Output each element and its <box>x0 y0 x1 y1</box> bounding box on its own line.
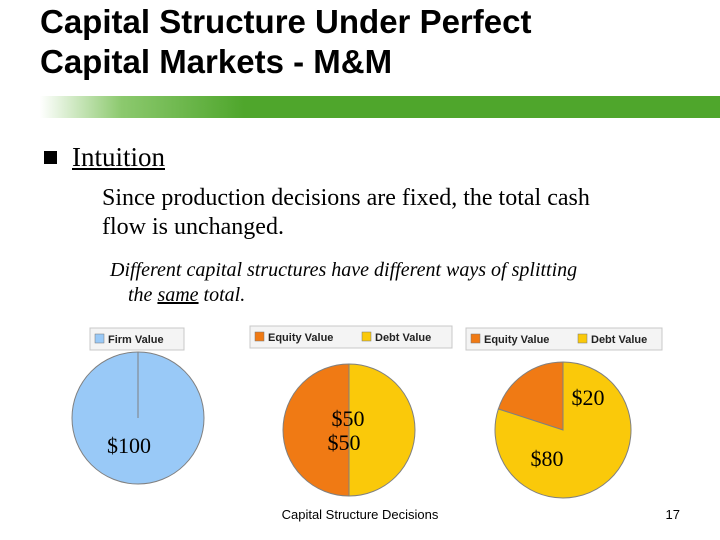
pie-slice-debt-value <box>348 363 416 497</box>
sub2-line-2-after: total. <box>198 284 246 306</box>
pie-chart-1: Firm Value $100 <box>71 327 205 485</box>
pie-slice-equity-value <box>497 361 564 431</box>
pie-data-label: $50 <box>328 430 361 455</box>
title-line-2: Capital Markets - M&M <box>40 43 393 80</box>
sub2-line-1: Different capital structures have differ… <box>110 259 578 281</box>
pie-chart-2: Equity Value Debt Value $50$50 <box>249 325 453 497</box>
sub2-same-word: same <box>157 284 199 306</box>
pie-data-label: $80 <box>531 446 564 471</box>
pie-data-label: $50 <box>332 406 365 431</box>
legend-box <box>89 327 185 351</box>
pie-chart-3: Equity Value Debt Value $20 $80 <box>465 327 663 499</box>
footer-text: Capital Structure Decisions <box>281 507 439 522</box>
legend-box <box>465 327 663 351</box>
pie-slice-debt-value <box>494 361 632 499</box>
legend-label-debt-value: Debt Value <box>591 334 647 346</box>
title-underline-bar <box>40 96 720 118</box>
slide-title: Capital Structure Under Perfect Capital … <box>40 2 710 82</box>
sub-point-splitting: Different capital structures have differ… <box>110 258 710 308</box>
sub-point-cash-flow: Since production decisions are fixed, th… <box>102 184 702 242</box>
pie-slice-equity-value <box>282 363 350 497</box>
page-number: 17 <box>665 507 680 522</box>
sub2-line-2-before: the <box>128 284 158 306</box>
legend-box <box>249 325 453 349</box>
legend-label-firm-value: Firm Value <box>108 334 164 346</box>
title-line-1: Capital Structure Under Perfect <box>40 3 532 40</box>
sub2-line-2: the same total. <box>110 283 710 308</box>
legend-swatch-equity-value <box>470 333 481 344</box>
legend-swatch-firm-value <box>94 333 105 344</box>
pie-data-label: $20 <box>572 385 605 410</box>
legend-swatch-debt-value <box>361 331 372 342</box>
sub-point-line-1: Since production decisions are fixed, th… <box>102 185 590 211</box>
bullet-square-icon <box>44 151 57 164</box>
sub-point-line-2: flow is unchanged. <box>102 214 284 240</box>
legend-label-equity-value: Equity Value <box>484 334 549 346</box>
legend-swatch-equity-value <box>254 331 265 342</box>
legend-swatch-debt-value <box>577 333 588 344</box>
legend-label-equity-value: Equity Value <box>268 332 333 344</box>
bullet-intuition: Intuition <box>72 142 165 172</box>
legend-label-debt-value: Debt Value <box>375 332 431 344</box>
pie-data-label: $100 <box>107 433 151 458</box>
